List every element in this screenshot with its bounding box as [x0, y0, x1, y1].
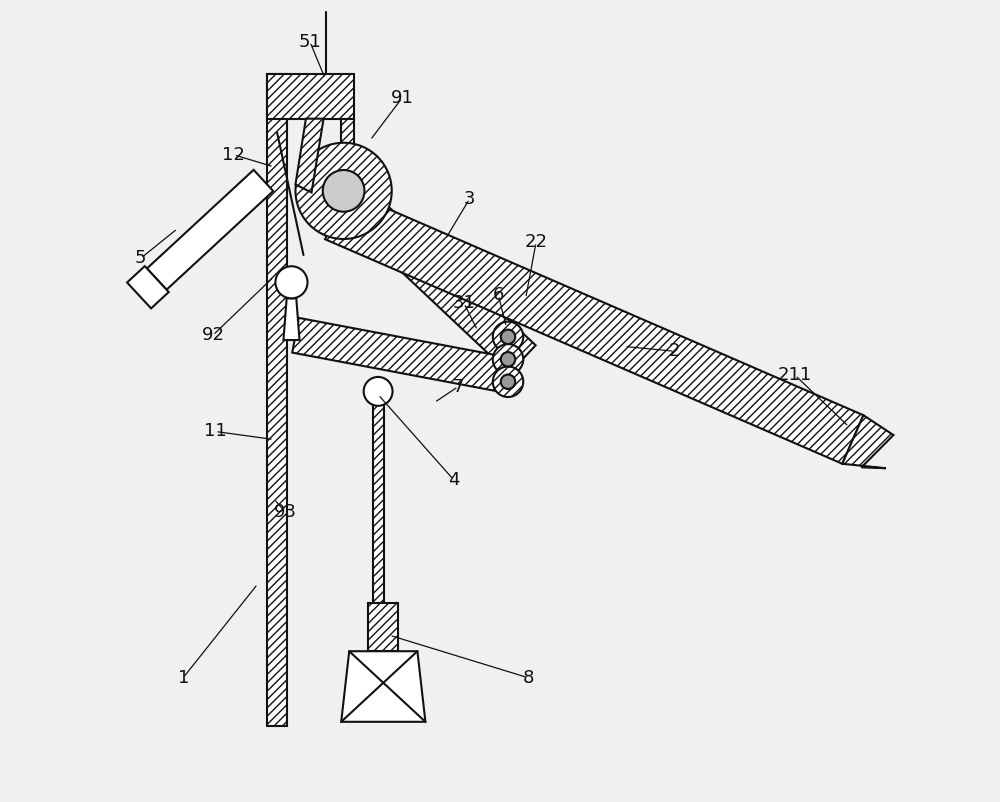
Text: 7: 7 — [453, 378, 464, 395]
Text: 91: 91 — [391, 89, 414, 107]
Text: 4: 4 — [448, 471, 459, 488]
Text: 31: 31 — [452, 294, 475, 312]
Polygon shape — [368, 603, 398, 651]
Circle shape — [295, 143, 392, 239]
Polygon shape — [147, 170, 273, 290]
Text: 5: 5 — [135, 249, 146, 267]
Text: 8: 8 — [522, 669, 534, 687]
Text: 211: 211 — [778, 367, 812, 384]
Text: 12: 12 — [222, 146, 245, 164]
Circle shape — [501, 330, 515, 344]
Polygon shape — [127, 266, 169, 309]
Circle shape — [493, 322, 523, 352]
Polygon shape — [283, 298, 300, 340]
Polygon shape — [373, 391, 384, 603]
Text: 93: 93 — [274, 503, 297, 520]
Text: 1: 1 — [178, 669, 189, 687]
Text: 11: 11 — [204, 423, 227, 440]
Text: 2: 2 — [669, 342, 681, 360]
Polygon shape — [341, 119, 354, 203]
Polygon shape — [325, 191, 863, 464]
Polygon shape — [292, 318, 511, 393]
Circle shape — [501, 352, 515, 367]
Circle shape — [364, 377, 393, 406]
Text: 51: 51 — [298, 33, 321, 51]
Circle shape — [493, 367, 523, 397]
Circle shape — [501, 375, 515, 389]
Circle shape — [493, 344, 523, 375]
Text: 22: 22 — [525, 233, 548, 251]
Text: 3: 3 — [464, 190, 475, 208]
Polygon shape — [267, 74, 287, 726]
Polygon shape — [267, 74, 354, 119]
Polygon shape — [842, 415, 893, 468]
Polygon shape — [341, 651, 425, 722]
Polygon shape — [295, 119, 324, 192]
Text: 6: 6 — [493, 286, 504, 304]
Circle shape — [275, 266, 308, 298]
Text: 92: 92 — [201, 326, 224, 344]
Circle shape — [323, 170, 364, 212]
Polygon shape — [330, 177, 536, 373]
